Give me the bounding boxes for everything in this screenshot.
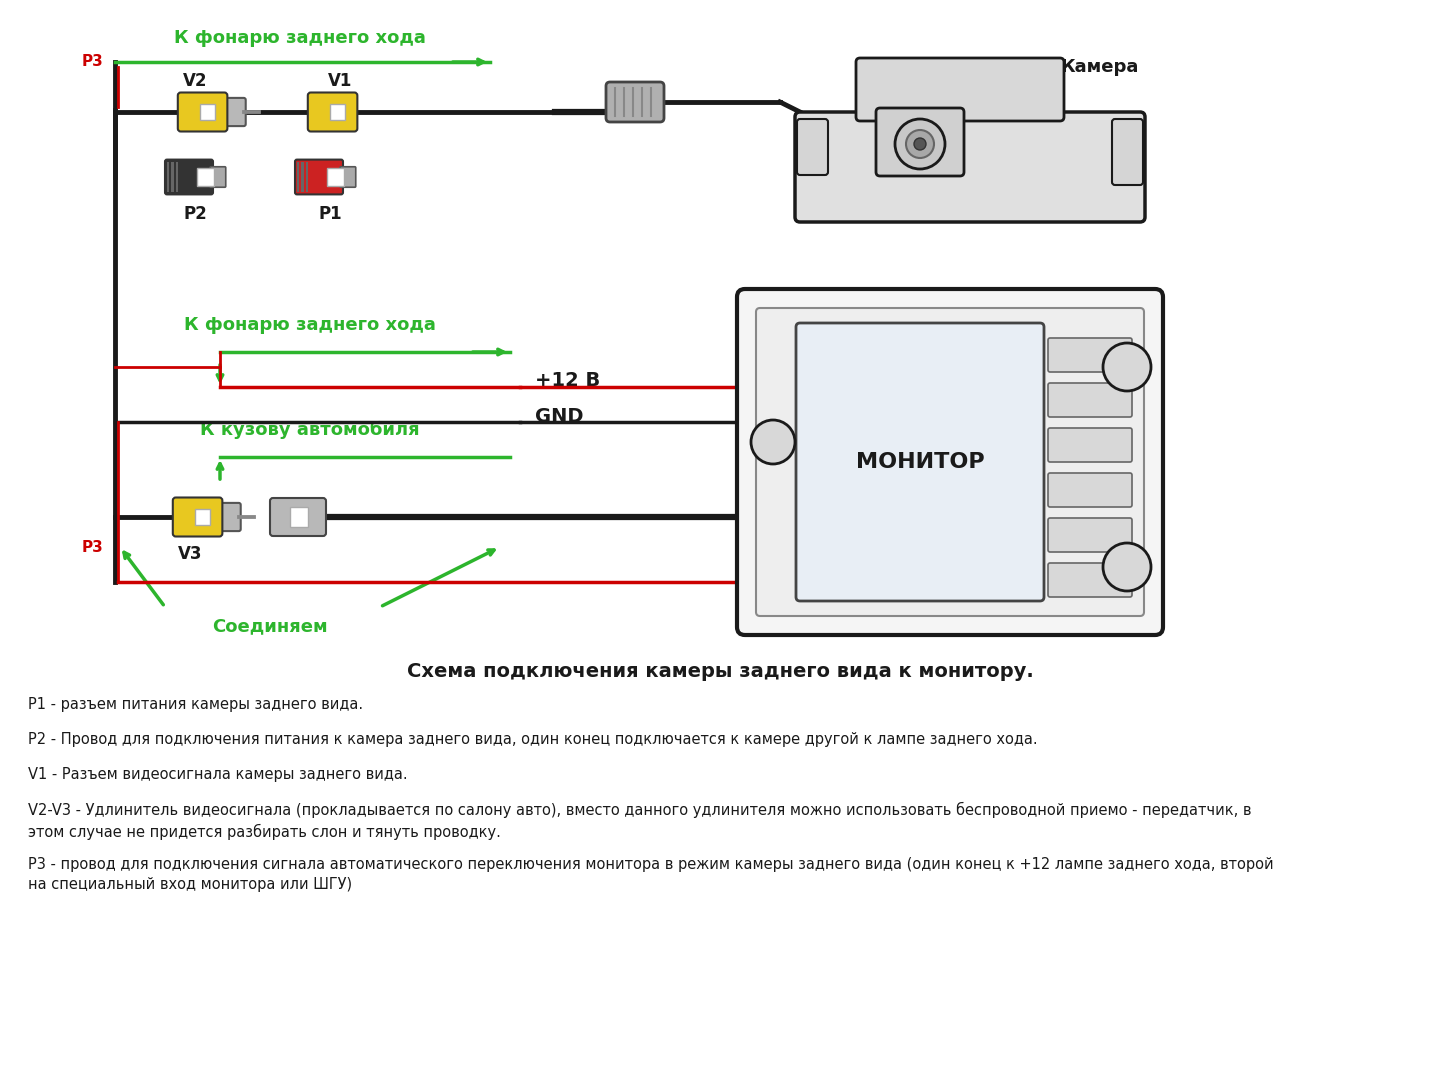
Text: Камера: Камера: [1060, 58, 1139, 76]
Text: P1: P1: [318, 205, 341, 223]
FancyBboxPatch shape: [166, 160, 213, 194]
Text: МОНИТОР: МОНИТОР: [855, 452, 985, 472]
FancyBboxPatch shape: [289, 507, 308, 527]
FancyBboxPatch shape: [1048, 428, 1132, 462]
FancyBboxPatch shape: [173, 497, 222, 536]
Text: P2 - Провод для подключения питания к камера заднего вида, один конец подключает: P2 - Провод для подключения питания к ка…: [27, 732, 1038, 747]
Circle shape: [914, 138, 926, 150]
FancyBboxPatch shape: [1048, 473, 1132, 507]
FancyBboxPatch shape: [210, 167, 226, 188]
Circle shape: [1103, 544, 1151, 591]
Circle shape: [896, 119, 945, 169]
Bar: [301, 162, 304, 192]
Circle shape: [906, 130, 935, 158]
Text: К фонарю заднего хода: К фонарю заднего хода: [184, 316, 436, 334]
Text: P2: P2: [183, 205, 207, 223]
Text: V1 - Разъем видеосигнала камеры заднего вида.: V1 - Разъем видеосигнала камеры заднего …: [27, 766, 408, 781]
Text: К кузову автомобиля: К кузову автомобиля: [200, 421, 420, 440]
Text: Схема подключения камеры заднего вида к монитору.: Схема подключения камеры заднего вида к …: [406, 662, 1034, 681]
FancyBboxPatch shape: [340, 167, 356, 188]
FancyBboxPatch shape: [796, 119, 828, 175]
Text: P1 - разъем питания камеры заднего вида.: P1 - разъем питания камеры заднего вида.: [27, 697, 363, 712]
Text: V3: V3: [177, 545, 202, 563]
FancyBboxPatch shape: [1112, 119, 1143, 185]
FancyBboxPatch shape: [271, 498, 325, 536]
Text: +12 В: +12 В: [536, 372, 600, 390]
FancyBboxPatch shape: [795, 111, 1145, 222]
FancyBboxPatch shape: [1048, 338, 1132, 372]
FancyBboxPatch shape: [796, 323, 1044, 601]
Text: V1: V1: [328, 72, 353, 90]
FancyBboxPatch shape: [196, 509, 210, 525]
FancyBboxPatch shape: [327, 167, 344, 187]
Bar: [297, 162, 300, 192]
Circle shape: [1103, 343, 1151, 391]
Text: GND: GND: [536, 406, 583, 426]
Text: К фонарю заднего хода: К фонарю заднего хода: [174, 29, 426, 47]
FancyBboxPatch shape: [197, 167, 213, 187]
Text: P3 - провод для подключения сигнала автоматического переключения монитора в режи: P3 - провод для подключения сигнала авто…: [27, 857, 1273, 892]
Bar: [305, 162, 308, 192]
FancyBboxPatch shape: [606, 81, 664, 122]
Bar: [167, 162, 170, 192]
FancyBboxPatch shape: [1048, 518, 1132, 552]
FancyBboxPatch shape: [295, 160, 343, 194]
FancyBboxPatch shape: [737, 289, 1164, 635]
FancyBboxPatch shape: [200, 104, 215, 120]
Text: P3: P3: [81, 55, 104, 70]
Text: P3: P3: [81, 539, 104, 554]
FancyBboxPatch shape: [177, 92, 228, 132]
Text: Соединяем: Соединяем: [212, 617, 328, 635]
Bar: [176, 162, 179, 192]
FancyBboxPatch shape: [217, 98, 246, 126]
FancyBboxPatch shape: [1048, 563, 1132, 597]
FancyBboxPatch shape: [855, 58, 1064, 121]
FancyBboxPatch shape: [308, 92, 357, 132]
FancyBboxPatch shape: [756, 308, 1143, 616]
Bar: [171, 162, 174, 192]
FancyBboxPatch shape: [1048, 383, 1132, 417]
Text: V2-V3 - Удлинитель видеосигнала (прокладывается по салону авто), вместо данного : V2-V3 - Удлинитель видеосигнала (проклад…: [27, 802, 1251, 839]
Circle shape: [752, 420, 795, 464]
FancyBboxPatch shape: [330, 104, 344, 120]
Text: V2: V2: [183, 72, 207, 90]
FancyBboxPatch shape: [213, 503, 240, 531]
FancyBboxPatch shape: [876, 108, 963, 176]
